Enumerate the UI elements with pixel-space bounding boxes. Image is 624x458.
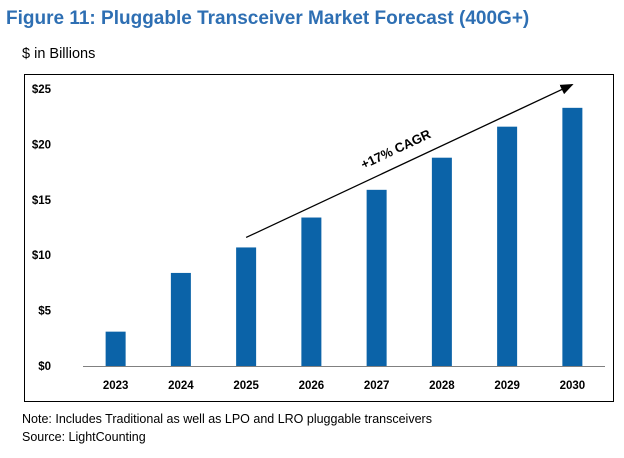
y-tick-label: $15 [32,195,52,207]
bar-2025 [236,247,257,366]
bar-2026 [301,217,322,366]
footnote: Note: Includes Traditional as well as LP… [22,412,432,426]
x-tick-label: 2024 [168,380,194,392]
bar-2029 [497,126,518,366]
bar-2027 [366,189,387,366]
x-tick-label: 2027 [364,380,390,392]
y-tick-label: $20 [32,139,51,151]
x-tick-label: 2025 [233,380,259,392]
bar-2030 [562,107,583,366]
y-tick-label: $25 [32,84,52,96]
x-tick-label: 2023 [103,380,129,392]
cagr-label: +17% CAGR [358,126,433,172]
cagr-arrow [245,83,574,239]
y-tick-label: $5 [38,306,51,318]
bar-2028 [431,157,452,366]
x-tick-label: 2030 [560,380,586,392]
figure-title: Figure 11: Pluggable Transceiver Market … [6,8,530,29]
x-tick-label: 2028 [429,380,455,392]
y-tick-label: $0 [38,361,51,373]
source-note: Source: LightCounting [22,430,146,444]
bar-2024 [170,272,191,366]
chart-subtitle: $ in Billions [22,46,96,62]
chart-frame: $0 $5 $10 $15 $20 $25 2023 2024 2025 2026 2027 2028… [24,74,614,402]
bar-chart: $0 $5 $10 $15 $20 $25 2023 2024 2025 2026 2027 2028… [32,83,605,392]
x-tick-label: 2029 [494,380,520,392]
bar-2023 [105,331,126,366]
y-tick-label: $10 [32,250,51,262]
x-tick-label: 2026 [299,380,325,392]
